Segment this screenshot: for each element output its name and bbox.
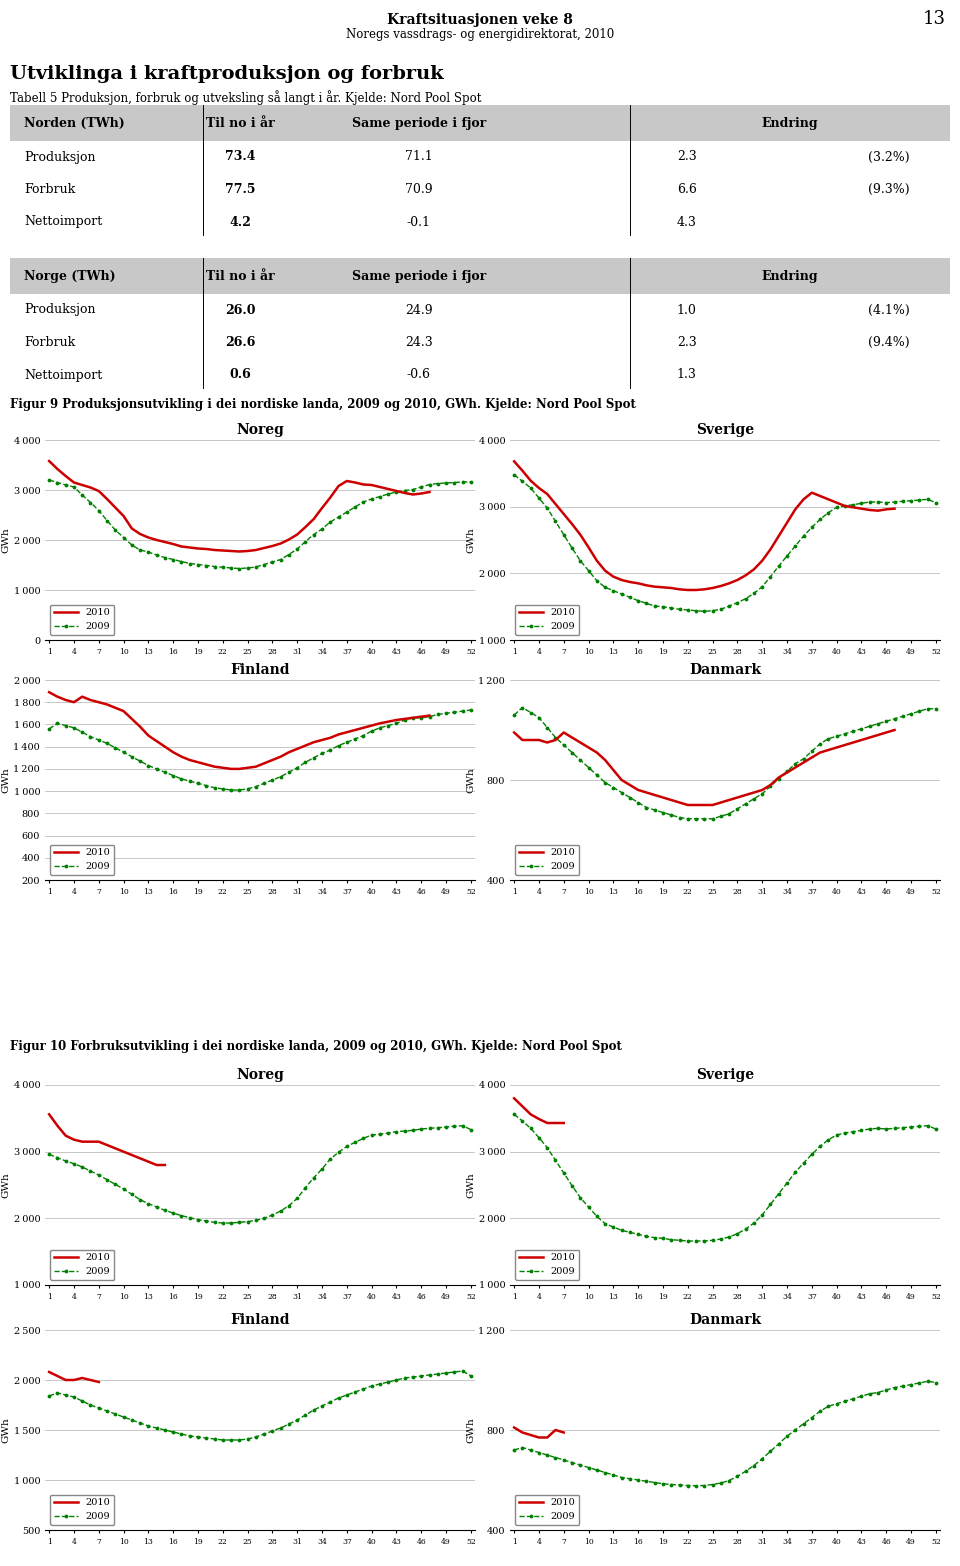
Text: 13: 13 [923, 9, 946, 28]
Text: 26.0: 26.0 [225, 304, 255, 316]
Title: Finland: Finland [230, 664, 290, 678]
Text: 73.4: 73.4 [225, 150, 255, 163]
Title: Danmark: Danmark [689, 1314, 761, 1328]
Text: -0.6: -0.6 [407, 368, 431, 382]
Text: (9.3%): (9.3%) [868, 183, 910, 196]
Text: Til no i år: Til no i år [206, 271, 275, 283]
Text: (3.2%): (3.2%) [868, 150, 910, 163]
Text: Produksjon: Produksjon [24, 304, 96, 316]
Text: Figur 9 Produksjonsutvikling i dei nordiske landa, 2009 og 2010, GWh. Kjelde: No: Figur 9 Produksjonsutvikling i dei nordi… [10, 398, 636, 410]
Text: -0.1: -0.1 [407, 216, 431, 229]
Y-axis label: GWh: GWh [467, 1171, 476, 1198]
Bar [10, 105, 950, 141]
Text: 2.3: 2.3 [677, 337, 697, 349]
Y-axis label: GWh: GWh [2, 1417, 11, 1442]
Text: Til no i år: Til no i år [206, 117, 275, 130]
Title: Sverige: Sverige [696, 423, 754, 437]
Legend: 2010, 2009: 2010, 2009 [515, 844, 580, 875]
Title: Sverige: Sverige [696, 1068, 754, 1082]
Legend: 2010, 2009: 2010, 2009 [515, 1250, 580, 1279]
Text: Norge (TWh): Norge (TWh) [24, 271, 116, 283]
Legend: 2010, 2009: 2010, 2009 [515, 1494, 580, 1525]
Y-axis label: GWh: GWh [467, 767, 475, 792]
Title: Finland: Finland [230, 1314, 290, 1328]
Text: 4.3: 4.3 [677, 216, 697, 229]
Text: Nettoimport: Nettoimport [24, 368, 103, 382]
Text: Endring: Endring [762, 117, 819, 130]
Text: 0.6: 0.6 [229, 368, 252, 382]
Text: Figur 10 Forbruksutvikling i dei nordiske landa, 2009 og 2010, GWh. Kjelde: Nord: Figur 10 Forbruksutvikling i dei nordisk… [10, 1040, 622, 1052]
Text: Produksjon: Produksjon [24, 150, 96, 163]
Text: 6.6: 6.6 [677, 183, 697, 196]
Text: 77.5: 77.5 [225, 183, 255, 196]
Text: Noregs vassdrags- og energidirektorat, 2010: Noregs vassdrags- og energidirektorat, 2… [346, 28, 614, 41]
Title: Danmark: Danmark [689, 664, 761, 678]
Y-axis label: GWh: GWh [2, 767, 11, 792]
Text: 4.2: 4.2 [229, 216, 252, 229]
Text: 70.9: 70.9 [405, 183, 433, 196]
Text: Nettoimport: Nettoimport [24, 216, 103, 229]
Title: Noreg: Noreg [236, 1068, 284, 1082]
Title: Noreg: Noreg [236, 423, 284, 437]
Text: Utviklinga i kraftproduksjon og forbruk: Utviklinga i kraftproduksjon og forbruk [10, 66, 444, 83]
Y-axis label: GWh: GWh [467, 528, 476, 553]
Legend: 2010, 2009: 2010, 2009 [50, 1250, 114, 1279]
Text: 1.0: 1.0 [677, 304, 697, 316]
Text: (4.1%): (4.1%) [868, 304, 910, 316]
Legend: 2010, 2009: 2010, 2009 [515, 604, 580, 636]
Text: 71.1: 71.1 [405, 150, 433, 163]
Y-axis label: GWh: GWh [2, 1171, 11, 1198]
Text: Norden (TWh): Norden (TWh) [24, 117, 125, 130]
Text: Tabell 5 Produksjon, forbruk og utveksling så langt i år. Kjelde: Nord Pool Spot: Tabell 5 Produksjon, forbruk og utveksli… [10, 89, 481, 105]
Text: Same periode i fjor: Same periode i fjor [351, 117, 486, 130]
Text: Forbruk: Forbruk [24, 183, 75, 196]
Text: 1.3: 1.3 [677, 368, 697, 382]
Text: (9.4%): (9.4%) [868, 337, 910, 349]
Text: 24.3: 24.3 [405, 337, 433, 349]
Bar [10, 258, 950, 294]
Text: Kraftsituasjonen veke 8: Kraftsituasjonen veke 8 [387, 13, 573, 27]
Legend: 2010, 2009: 2010, 2009 [50, 844, 114, 875]
Text: Forbruk: Forbruk [24, 337, 75, 349]
Text: 24.9: 24.9 [405, 304, 433, 316]
Text: Endring: Endring [762, 271, 819, 283]
Text: 26.6: 26.6 [225, 337, 255, 349]
Text: 2.3: 2.3 [677, 150, 697, 163]
Y-axis label: GWh: GWh [2, 528, 11, 553]
Y-axis label: GWh: GWh [467, 1417, 475, 1442]
Legend: 2010, 2009: 2010, 2009 [50, 1494, 114, 1525]
Text: Same periode i fjor: Same periode i fjor [351, 271, 486, 283]
Legend: 2010, 2009: 2010, 2009 [50, 604, 114, 636]
